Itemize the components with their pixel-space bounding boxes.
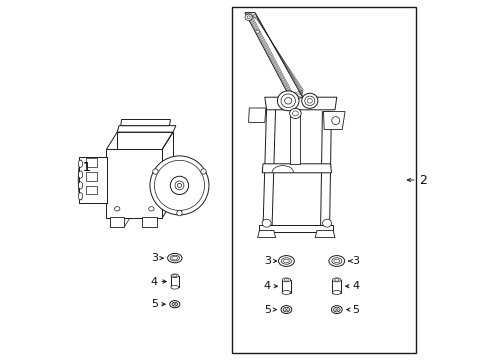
Ellipse shape [333, 291, 341, 294]
Ellipse shape [329, 256, 345, 266]
Ellipse shape [175, 181, 184, 190]
Ellipse shape [277, 91, 299, 111]
Polygon shape [259, 225, 333, 232]
Text: 5: 5 [264, 305, 271, 315]
Ellipse shape [322, 219, 332, 227]
Ellipse shape [148, 207, 154, 211]
Ellipse shape [78, 160, 83, 167]
Polygon shape [117, 132, 173, 201]
Ellipse shape [172, 302, 178, 306]
Polygon shape [315, 230, 335, 238]
Bar [86, 172, 98, 181]
Ellipse shape [281, 94, 295, 108]
Ellipse shape [201, 169, 206, 174]
Polygon shape [106, 149, 162, 218]
Polygon shape [323, 112, 345, 130]
Ellipse shape [293, 111, 298, 116]
Ellipse shape [256, 30, 259, 33]
Polygon shape [320, 112, 331, 229]
Text: 3: 3 [151, 253, 158, 263]
Ellipse shape [150, 156, 209, 215]
Ellipse shape [153, 169, 158, 174]
Text: 4: 4 [352, 281, 359, 291]
Polygon shape [79, 157, 107, 203]
Ellipse shape [305, 96, 315, 105]
Ellipse shape [170, 255, 179, 261]
Text: 3: 3 [352, 256, 359, 266]
Ellipse shape [282, 291, 291, 294]
Ellipse shape [172, 256, 178, 260]
Text: 2: 2 [419, 174, 427, 186]
Ellipse shape [245, 14, 252, 21]
Polygon shape [263, 106, 275, 229]
Text: 3: 3 [264, 256, 271, 266]
Text: 4: 4 [264, 281, 271, 291]
Ellipse shape [78, 193, 83, 200]
Polygon shape [258, 230, 275, 238]
Ellipse shape [332, 117, 340, 125]
Bar [86, 186, 98, 194]
Ellipse shape [115, 207, 120, 211]
Ellipse shape [173, 275, 177, 277]
Bar [171, 276, 179, 287]
Bar [110, 217, 124, 227]
Bar [143, 217, 157, 227]
Ellipse shape [285, 279, 288, 281]
Ellipse shape [177, 211, 182, 216]
Ellipse shape [170, 301, 180, 308]
Ellipse shape [154, 160, 204, 211]
Polygon shape [262, 164, 331, 173]
Ellipse shape [285, 98, 292, 104]
Polygon shape [290, 110, 300, 164]
Ellipse shape [302, 93, 318, 108]
Ellipse shape [307, 99, 312, 103]
Ellipse shape [177, 183, 182, 188]
Bar [86, 158, 98, 167]
Text: 1: 1 [82, 161, 90, 174]
Ellipse shape [290, 108, 301, 118]
Ellipse shape [284, 259, 289, 263]
Ellipse shape [335, 279, 339, 281]
Text: 4: 4 [151, 276, 158, 287]
Ellipse shape [171, 274, 179, 278]
Polygon shape [117, 126, 176, 132]
Bar [282, 280, 291, 292]
Ellipse shape [247, 16, 250, 19]
Text: 5: 5 [151, 299, 158, 309]
Text: 5: 5 [352, 305, 359, 315]
Ellipse shape [331, 306, 342, 314]
Ellipse shape [333, 278, 341, 282]
Ellipse shape [168, 253, 182, 263]
Ellipse shape [171, 176, 189, 194]
Ellipse shape [334, 307, 340, 312]
Ellipse shape [171, 285, 179, 289]
Ellipse shape [262, 219, 271, 227]
Ellipse shape [281, 258, 292, 264]
Ellipse shape [78, 171, 83, 178]
Ellipse shape [281, 306, 292, 314]
Bar [232, 7, 416, 353]
Ellipse shape [78, 182, 83, 189]
Ellipse shape [278, 256, 294, 266]
Polygon shape [121, 199, 135, 210]
Bar [333, 280, 341, 292]
Polygon shape [248, 108, 266, 122]
Polygon shape [121, 120, 171, 126]
Polygon shape [245, 13, 303, 101]
Ellipse shape [332, 258, 342, 264]
Ellipse shape [283, 307, 290, 312]
Polygon shape [265, 97, 337, 110]
Text: 1: 1 [82, 161, 90, 174]
Ellipse shape [334, 259, 340, 263]
Ellipse shape [282, 278, 291, 282]
